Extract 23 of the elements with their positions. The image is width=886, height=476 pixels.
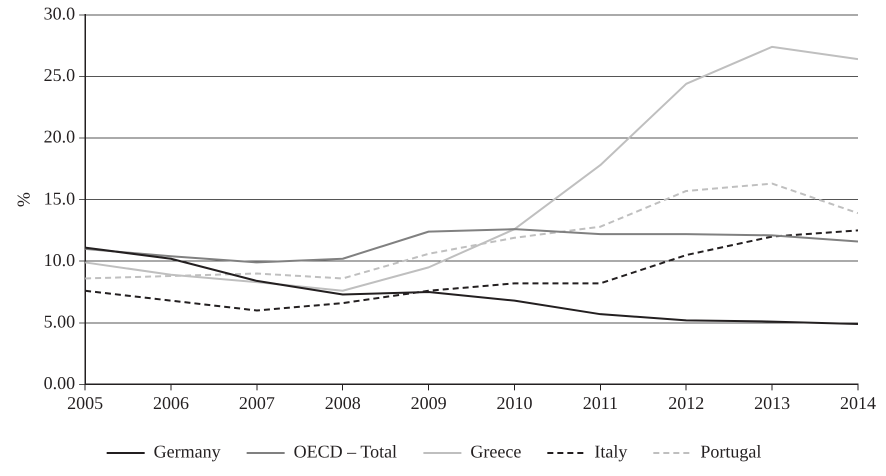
legend-label: Germany	[154, 442, 221, 462]
x-tick-label: 2008	[324, 392, 361, 413]
legend-label: Portugal	[700, 442, 762, 462]
x-tick-label: 2010	[496, 392, 532, 413]
x-tick-label: 2005	[67, 392, 104, 413]
x-tick-label: 2013	[754, 392, 790, 413]
x-tick-label: 2012	[668, 392, 704, 413]
legend-label: OECD – Total	[294, 442, 398, 462]
legend-label: Greece	[470, 442, 522, 462]
y-axis-title: %	[14, 192, 34, 208]
legend-label: Italy	[594, 442, 628, 462]
y-tick-label: 25.0	[44, 65, 76, 86]
x-tick-label: 2006	[152, 392, 189, 413]
y-tick-label: 10.0	[44, 250, 76, 270]
x-tick-label: 2007	[238, 392, 275, 413]
x-tick-label: 2014	[840, 392, 876, 413]
y-tick-label: 0.00	[44, 373, 76, 394]
y-tick-label: 5.00	[44, 312, 76, 332]
y-tick-label: 20.0	[44, 126, 76, 147]
y-tick-label: 15.0	[44, 188, 76, 208]
x-tick-label: 2009	[410, 392, 447, 413]
y-tick-label: 30.0	[44, 4, 76, 24]
x-tick-label: 2011	[582, 392, 618, 413]
